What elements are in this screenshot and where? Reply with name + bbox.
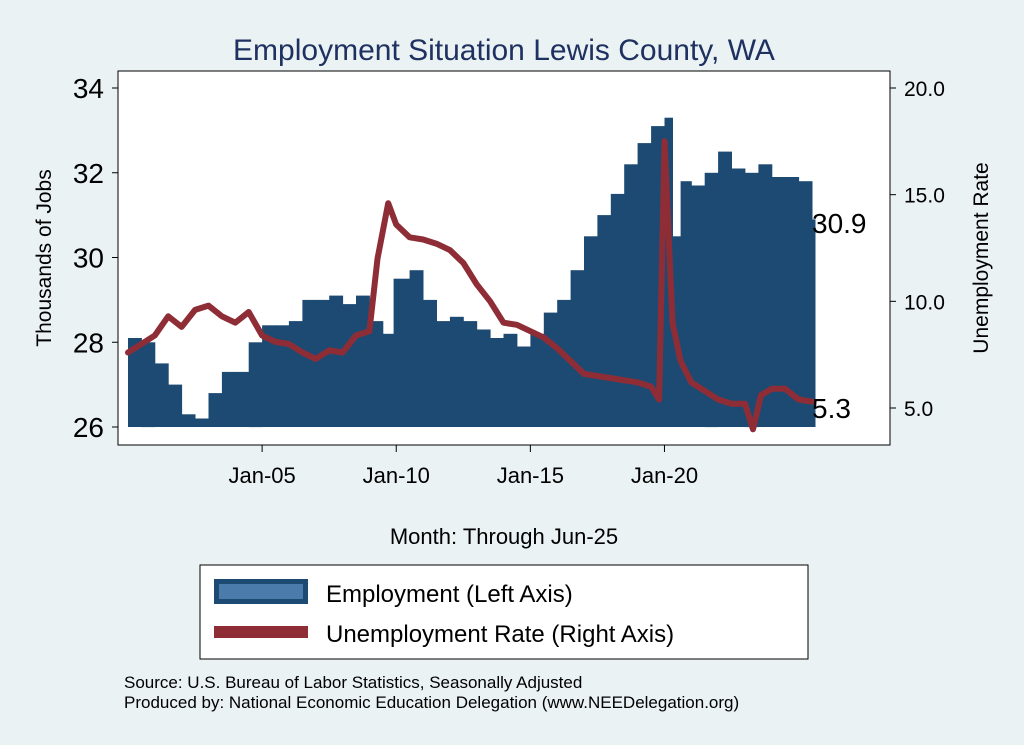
- employment-bar: [449, 316, 464, 427]
- employment-bar: [221, 371, 236, 427]
- y-left-tick-label: 34: [73, 73, 104, 104]
- employment-bar: [570, 270, 585, 427]
- employment-bar: [812, 219, 816, 427]
- employment-bar: [342, 304, 357, 427]
- employment-bar: [248, 342, 263, 428]
- y-right-axis-label: Unemployment Rate: [970, 162, 993, 353]
- employment-bar: [128, 338, 142, 427]
- employment-bar: [704, 172, 719, 428]
- y-left-axis-label: Thousands of Jobs: [33, 169, 56, 346]
- employment-bar: [288, 321, 303, 427]
- employment-bar: [262, 325, 276, 427]
- employment-bar: [758, 164, 773, 428]
- employment-bar: [141, 342, 156, 428]
- employment-end-label: 30.9: [812, 208, 867, 239]
- employment-bar: [731, 168, 746, 427]
- employment-bar: [235, 371, 250, 427]
- employment-bar: [718, 151, 732, 427]
- unemployment-line-group: [125, 138, 815, 433]
- x-tick-label: Jan-10: [363, 463, 430, 488]
- unemployment-end-label: 5.3: [812, 393, 851, 424]
- employment-bar: [610, 193, 625, 427]
- employment-bar: [476, 329, 491, 427]
- employment-bar: [195, 418, 209, 427]
- employment-bar: [436, 321, 451, 427]
- legend-employment-swatch-inner: [219, 584, 303, 599]
- employment-bar: [771, 177, 786, 427]
- y-left-tick-label: 32: [73, 158, 104, 189]
- employment-bar: [168, 384, 183, 427]
- employment-bar: [409, 270, 424, 427]
- employment-bar: [423, 299, 437, 427]
- y-left-tick-label: 30: [73, 243, 104, 274]
- employment-bar: [798, 181, 813, 427]
- y-right-tick-label: 20.0: [904, 78, 945, 101]
- y-right-tick-label: 10.0: [904, 291, 945, 314]
- y-right-tick-label: 15.0: [904, 185, 945, 208]
- employment-bar: [744, 172, 759, 428]
- employment-bar: [302, 299, 317, 427]
- legend-unemployment-label: Unemployment Rate (Right Axis): [326, 621, 674, 648]
- axes: 26 28 30 32 34 5.0 10.0 15.0 20.0 Jan-05 Jan-10 Jan…: [73, 73, 945, 488]
- employment-bar: [208, 393, 223, 427]
- employment-bar: [490, 338, 504, 427]
- chart-title: Employment Situation Lewis County, WA: [233, 34, 775, 67]
- x-tick-label: Jan-15: [497, 463, 564, 488]
- employment-bar: [356, 295, 370, 427]
- employment-bar: [393, 278, 411, 427]
- employment-bar: [382, 333, 394, 427]
- employment-bar: [329, 295, 344, 427]
- employment-bar: [637, 143, 652, 427]
- y-left-tick-label: 26: [73, 412, 104, 443]
- producer-note: Produced by: National Economic Education…: [124, 693, 739, 712]
- employment-bar: [691, 185, 706, 427]
- legend: Employment (Left Axis) Unemployment Rate…: [199, 564, 809, 660]
- legend-employment-label: Employment (Left Axis): [326, 581, 573, 608]
- employment-bar: [181, 414, 196, 427]
- employment-bar: [543, 312, 558, 427]
- employment-bar: [275, 325, 290, 427]
- employment-bar: [503, 333, 518, 427]
- employment-bar: [369, 321, 384, 427]
- employment-bar: [557, 299, 572, 427]
- employment-bar: [680, 181, 692, 427]
- employment-bar: [315, 299, 330, 427]
- employment-bars: [128, 117, 816, 428]
- employment-bar: [516, 346, 531, 427]
- x-tick-label: Jan-20: [631, 463, 698, 488]
- x-tick-label: Jan-05: [228, 463, 295, 488]
- employment-bar: [785, 177, 800, 427]
- y-right-tick-label: 5.0: [904, 398, 933, 421]
- x-axis-label: Month: Through Jun-25: [390, 524, 618, 549]
- source-note: Source: U.S. Bureau of Labor Statistics,…: [124, 673, 582, 692]
- unemployment-line: [125, 138, 815, 433]
- employment-bar: [463, 321, 478, 427]
- y-left-tick-label: 28: [73, 327, 104, 358]
- employment-bar: [624, 164, 639, 428]
- employment-bar: [584, 236, 598, 427]
- employment-bar: [530, 333, 545, 427]
- employment-bar: [154, 363, 169, 427]
- employment-bar: [597, 215, 612, 427]
